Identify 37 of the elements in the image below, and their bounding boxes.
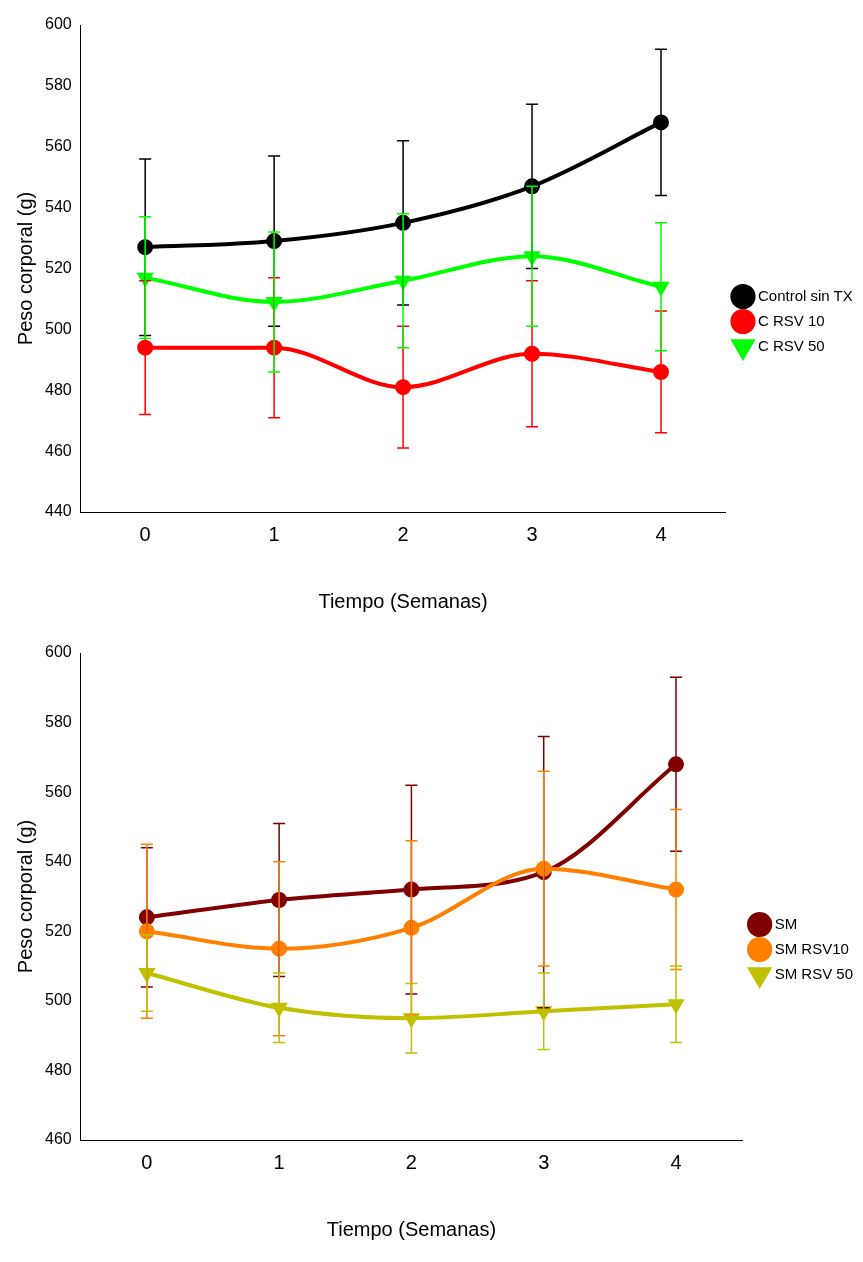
y-tick-label: 560 — [44, 137, 72, 155]
y-tick-label: 580 — [44, 712, 72, 730]
x-tick-label: 2 — [397, 522, 409, 545]
y-tick-label: 480 — [44, 380, 72, 398]
y-tick-label: 520 — [44, 921, 72, 939]
x-axis-title: Tiempo (Semanas) — [318, 589, 488, 612]
legend-label: SM RSV 50 — [774, 964, 854, 982]
y-tick-label: 580 — [44, 76, 72, 94]
x-tick-label: 1 — [268, 522, 280, 545]
x-tick-label: 1 — [273, 1150, 285, 1173]
legend-label: SM RSV10 — [774, 939, 849, 957]
y-tick-label: 540 — [44, 852, 72, 870]
x-tick-label: 3 — [538, 1150, 550, 1173]
y-tick-label: 500 — [44, 991, 72, 1009]
y-tick-label: 440 — [44, 502, 72, 520]
x-tick-label: 0 — [139, 522, 151, 545]
y-axis-title: Peso corporal (g) — [13, 191, 36, 346]
y-tick-label: 600 — [44, 15, 72, 33]
legend-label: C RSV 10 — [757, 311, 825, 329]
y-tick-label: 600 — [44, 643, 72, 661]
legend-label: C RSV 50 — [757, 336, 825, 354]
x-tick-label: 4 — [670, 1150, 682, 1173]
legend-label: Control sin TX — [757, 286, 853, 304]
legend-label: SM — [774, 914, 798, 932]
y-axis-title: Peso corporal (g) — [13, 819, 36, 974]
x-tick-label: 4 — [655, 522, 667, 545]
y-tick-label: 520 — [44, 258, 72, 276]
y-tick-label: 540 — [44, 198, 72, 216]
x-tick-label: 0 — [141, 1150, 153, 1173]
x-tick-label: 2 — [405, 1150, 417, 1173]
y-tick-label: 560 — [44, 782, 72, 800]
x-tick-label: 3 — [526, 522, 538, 545]
y-tick-label: 480 — [44, 1060, 72, 1078]
x-axis-title: Tiempo (Semanas) — [326, 1217, 497, 1240]
y-tick-label: 460 — [44, 441, 72, 459]
y-tick-label: 460 — [44, 1130, 72, 1148]
y-tick-label: 500 — [44, 319, 72, 337]
